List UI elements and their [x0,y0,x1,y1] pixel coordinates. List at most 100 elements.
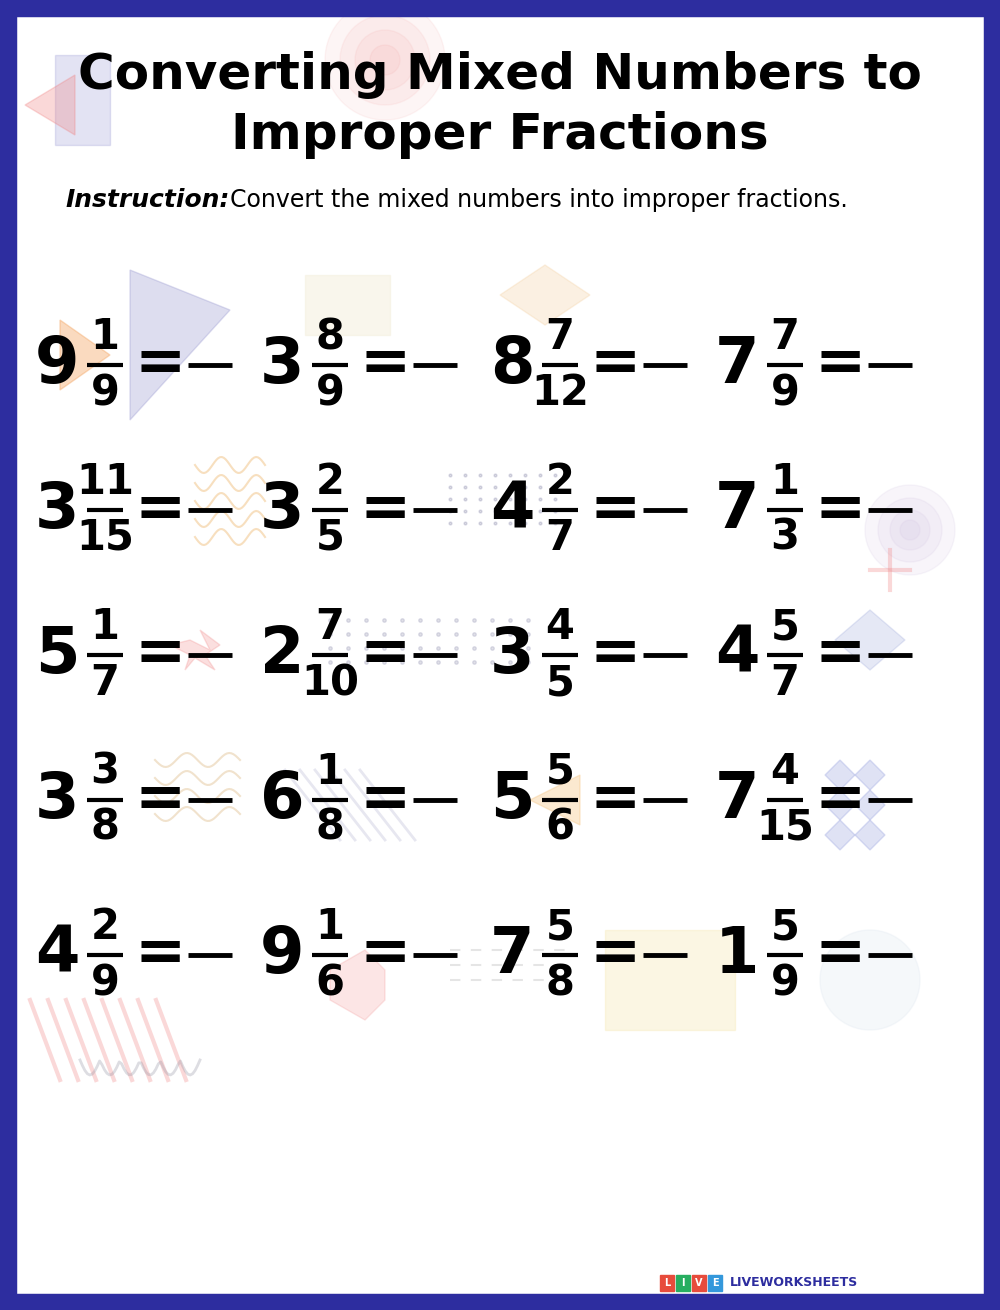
Bar [305,275,390,335]
Text: 7: 7 [546,316,574,358]
Text: 8: 8 [316,807,344,849]
Text: =: = [359,625,411,685]
Text: 2: 2 [260,624,304,686]
Polygon shape [500,265,590,325]
Text: 9: 9 [771,372,799,414]
Circle shape [340,14,430,105]
Text: 2: 2 [546,461,574,503]
Text: 9: 9 [316,372,344,414]
Text: 15: 15 [756,807,814,849]
Text: 8: 8 [490,334,534,396]
Text: 3: 3 [35,479,79,541]
Text: =: = [589,770,641,829]
Text: 1: 1 [715,924,759,986]
Polygon shape [25,75,75,135]
Text: 6: 6 [316,962,344,1003]
Text: Convert the mixed numbers into improper fractions.: Convert the mixed numbers into improper … [215,189,848,212]
Text: 7: 7 [90,662,120,703]
Text: Converting Mixed Numbers to: Converting Mixed Numbers to [78,51,922,100]
Text: 3: 3 [490,624,534,686]
Text: L: L [664,1279,670,1288]
Text: 1: 1 [90,316,120,358]
Text: =: = [589,335,641,394]
Bar [708,1275,722,1290]
Text: 5: 5 [771,907,799,948]
Text: 4: 4 [490,479,534,541]
Text: 4: 4 [715,624,759,686]
Bar [660,1275,674,1290]
Polygon shape [530,776,580,825]
Text: 7: 7 [770,662,800,703]
Text: 9: 9 [91,962,119,1003]
Bar [55,55,110,145]
Text: 8: 8 [546,962,574,1003]
Text: 7: 7 [715,769,759,831]
Text: 8: 8 [316,316,344,358]
Bar [692,1275,706,1290]
Text: =: = [134,481,186,540]
Text: 7: 7 [316,607,344,648]
Text: 6: 6 [260,769,304,831]
Text: 8: 8 [90,807,120,849]
Polygon shape [855,820,885,850]
Text: 7: 7 [715,334,759,396]
Text: 3: 3 [35,769,79,831]
Text: =: = [359,925,411,985]
Polygon shape [825,760,855,790]
Text: 4: 4 [771,751,799,793]
Text: =: = [359,481,411,540]
Text: =: = [359,770,411,829]
Text: 2: 2 [316,461,344,503]
Text: =: = [359,335,411,394]
Polygon shape [60,320,110,390]
Text: E: E [712,1279,718,1288]
Text: 3: 3 [260,334,304,396]
Circle shape [820,930,920,1030]
Text: 5: 5 [546,907,574,948]
Text: =: = [814,481,866,540]
Text: 15: 15 [76,517,134,559]
Text: 10: 10 [301,662,359,703]
Text: Instruction:: Instruction: [65,189,229,212]
Text: 7: 7 [770,316,800,358]
Text: 1: 1 [316,751,344,793]
Text: =: = [134,925,186,985]
Text: 7: 7 [715,479,759,541]
Polygon shape [130,270,230,421]
Text: LIVEWORKSHEETS: LIVEWORKSHEETS [730,1276,858,1289]
Text: 5: 5 [546,751,574,793]
Text: =: = [134,335,186,394]
Text: =: = [589,481,641,540]
Text: V: V [695,1279,703,1288]
Circle shape [900,520,920,540]
Text: =: = [134,625,186,685]
Bar [605,930,735,1030]
Text: 1: 1 [90,607,120,648]
Text: 7: 7 [546,517,574,559]
Text: =: = [814,625,866,685]
Text: =: = [134,770,186,829]
Text: =: = [814,335,866,394]
Text: 9: 9 [260,924,304,986]
Text: 9: 9 [771,962,799,1003]
Text: 3: 3 [90,751,120,793]
Circle shape [355,30,415,90]
Text: 2: 2 [91,907,119,948]
Circle shape [865,485,955,575]
Circle shape [325,0,445,121]
Text: 9: 9 [91,372,119,414]
Text: 5: 5 [35,624,79,686]
Text: =: = [589,625,641,685]
Text: 12: 12 [531,372,589,414]
Text: 1: 1 [316,907,344,948]
Polygon shape [170,630,220,669]
Polygon shape [825,790,855,820]
Polygon shape [330,950,385,1020]
Polygon shape [855,760,885,790]
Polygon shape [825,820,855,850]
Text: 4: 4 [35,924,79,986]
Text: =: = [814,925,866,985]
Text: =: = [814,770,866,829]
Circle shape [890,510,930,550]
Text: =: = [589,925,641,985]
